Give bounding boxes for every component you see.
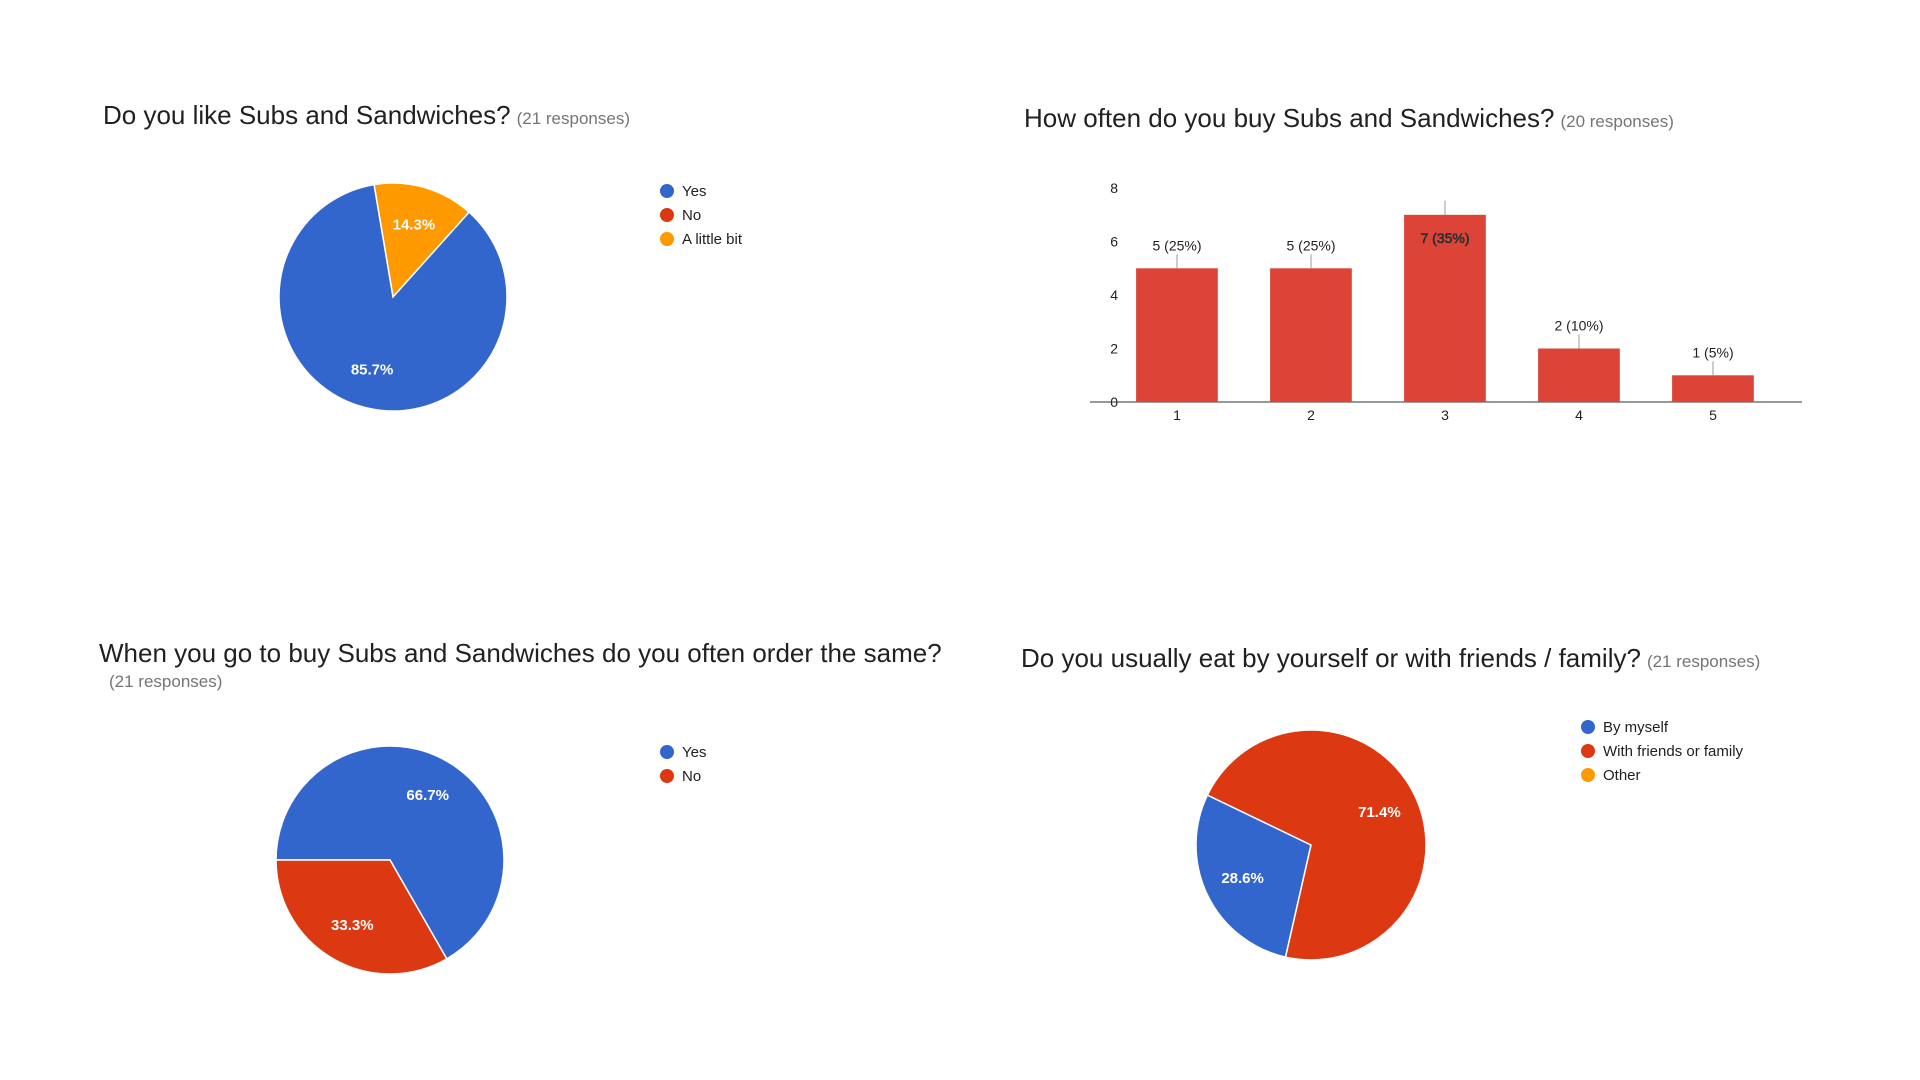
- chart-title: How often do you buy Subs and Sandwiches…: [1024, 103, 1674, 134]
- legend-swatch: [660, 232, 674, 246]
- x-tick-label: 2: [1307, 407, 1315, 423]
- bar-4: [1538, 348, 1620, 402]
- chart-legend: Yes No A little bit: [660, 179, 742, 251]
- legend-item-a-little-bit: A little bit: [660, 227, 742, 251]
- chart-panel-same-order: When you go to buy Subs and Sandwiches d…: [0, 540, 960, 1080]
- pie-slice-a-little-bit: [373, 182, 471, 299]
- chart-title-text: When you go to buy Subs and Sandwiches d…: [99, 638, 942, 668]
- pie-slice-yes: [278, 183, 508, 412]
- pie-slice-by-myself: [1195, 794, 1312, 959]
- bar-5: [1672, 375, 1754, 403]
- chart-legend: By myself With friends or family Other: [1581, 715, 1743, 787]
- x-tick-label: 3: [1441, 407, 1449, 423]
- pie-slice-yes: [275, 745, 505, 960]
- legend-item-yes: Yes: [660, 740, 706, 764]
- bar-data-label: 2 (10%): [1554, 318, 1603, 334]
- chart-title-text: How often do you buy Subs and Sandwiches…: [1024, 103, 1555, 133]
- chart-title-text: Do you like Subs and Sandwiches?: [103, 100, 511, 130]
- y-tick-label: 4: [1110, 287, 1118, 303]
- response-count: (21 responses): [1646, 652, 1761, 671]
- legend-item-with-friends-or-family: With friends or family: [1581, 739, 1743, 763]
- chart-legend: Yes No: [660, 740, 706, 788]
- bar-data-label: 5 (25%): [1286, 237, 1335, 253]
- pie-chart: 28.6% 71.4%: [1195, 729, 1427, 961]
- bar-2: [1270, 268, 1352, 403]
- pie-slice-no: [275, 859, 448, 975]
- chart-panel-company: Do you usually eat by yourself or with f…: [960, 540, 1920, 1080]
- legend-item-no: No: [660, 764, 706, 788]
- legend-label: With friends or family: [1603, 742, 1744, 760]
- legend-swatch: [1581, 744, 1595, 758]
- bar-data-label: 5 (25%): [1152, 237, 1201, 253]
- chart-title: Do you like Subs and Sandwiches? (21 resp…: [103, 100, 630, 131]
- legend-swatch: [660, 184, 674, 198]
- legend-label: No: [682, 767, 702, 785]
- legend-item-other: Other: [1581, 763, 1743, 787]
- legend-label: Yes: [682, 182, 707, 200]
- legend-label: By myself: [1603, 718, 1669, 736]
- response-count: (20 responses): [1560, 112, 1674, 131]
- response-count: (21 responses): [109, 672, 223, 691]
- y-tick-label: 6: [1110, 234, 1118, 250]
- pie-slice-with-friends-or-family: [1206, 729, 1427, 961]
- bar-3: [1404, 214, 1486, 403]
- pie-chart: 66.7% 33.3%: [275, 745, 505, 975]
- pie-chart: 14.3% 85.7%: [278, 182, 508, 412]
- y-tick-label: 2: [1110, 341, 1118, 357]
- legend-swatch: [660, 769, 674, 783]
- legend-label: Yes: [682, 743, 707, 761]
- legend-label: No: [682, 206, 702, 224]
- chart-title-text: Do you usually eat by yourself or with f…: [1021, 643, 1641, 673]
- legend-label: Other: [1603, 766, 1641, 784]
- pie-slice-label: 85.7%: [351, 361, 394, 378]
- chart-panel-frequency: How often do you buy Subs and Sandwiches…: [960, 0, 1920, 540]
- legend-item-no: No: [660, 203, 742, 227]
- x-tick-label: 1: [1173, 407, 1181, 423]
- pie-slice-label: 14.3%: [393, 217, 436, 234]
- legend-label: A little bit: [682, 230, 743, 248]
- pie-slice-label: 71.4%: [1358, 804, 1401, 821]
- chart-title: Do you usually eat by yourself or with f…: [1021, 643, 1760, 674]
- chart-title: When you go to buy Subs and Sandwiches d…: [99, 638, 942, 669]
- legend-swatch: [660, 745, 674, 759]
- chart-panel-likes: Do you like Subs and Sandwiches? (21 resp…: [0, 0, 960, 540]
- legend-swatch: [1581, 720, 1595, 734]
- bar-data-label: 7 (35%): [1420, 230, 1469, 246]
- response-count: (21 responses): [516, 109, 630, 128]
- x-tick-label: 5: [1709, 407, 1717, 423]
- y-tick-label: 8: [1110, 180, 1118, 196]
- legend-item-yes: Yes: [660, 179, 742, 203]
- legend-swatch: [1581, 768, 1595, 782]
- pie-slice-label: 66.7%: [406, 787, 449, 804]
- legend-swatch: [660, 208, 674, 222]
- bar-1: [1136, 268, 1218, 403]
- pie-slice-label: 28.6%: [1221, 870, 1264, 887]
- bar-data-label: 1 (5%): [1692, 344, 1733, 360]
- legend-item-by-myself: By myself: [1581, 715, 1743, 739]
- pie-slice-label: 33.3%: [331, 917, 374, 934]
- x-tick-label: 4: [1575, 407, 1583, 423]
